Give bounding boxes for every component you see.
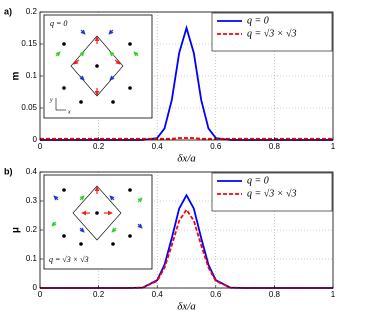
y-tick-label: 0.1 <box>26 254 38 263</box>
x-tick-label: 0.8 <box>269 142 281 151</box>
legend-box <box>211 172 333 212</box>
x-tick-label: 1 <box>331 142 336 151</box>
x-tick-label: 0.4 <box>152 290 164 299</box>
inset-b: q = √3 × √3 <box>43 174 153 270</box>
overlay: 0 0.05 0.1 0.15 0.2 0 0.2 0.4 0.6 0.8 1 q = 0 q = √3… <box>4 6 336 312</box>
legend-box <box>211 12 333 52</box>
inset-label: q = √3 × √3 <box>49 255 89 264</box>
x-axis-label: δx/a <box>177 301 196 313</box>
inset-frame <box>43 14 153 119</box>
legend-label: q = √3 × √3 <box>247 188 296 199</box>
y-tick-label: 0.4 <box>26 167 38 176</box>
inset-axes <box>55 98 66 111</box>
plot-frame <box>39 171 334 289</box>
x-tick-label: 0.2 <box>93 142 105 151</box>
legend-label: q = 0 <box>247 175 269 186</box>
y-tick-label: 0.2 <box>26 7 38 16</box>
spin-arrows <box>51 186 143 233</box>
y-tick-label: 0 <box>33 283 38 292</box>
x-tick-label: 0 <box>38 290 43 299</box>
spin-arrows <box>55 29 139 96</box>
x-tick-label: 0 <box>38 142 43 151</box>
lattice-dots <box>62 42 132 104</box>
x-tick-label: 1 <box>331 290 336 299</box>
x-tick-label: 0.6 <box>210 142 222 151</box>
legend-label: q = √3 × √3 <box>247 28 296 39</box>
y-tick-label: 0.05 <box>21 103 37 112</box>
panel-label: b) <box>4 166 13 176</box>
x-tick-label: 0.8 <box>269 290 281 299</box>
y-tick-label: 0.15 <box>21 39 37 48</box>
plot-frame <box>39 11 334 141</box>
y-axis-label: μ <box>11 227 22 233</box>
y-tick-label: 0 <box>33 135 38 144</box>
x-tick-label: 0.6 <box>210 290 222 299</box>
lattice-dots <box>62 188 132 246</box>
unit-cell <box>72 185 122 241</box>
inset-label: q = 0 <box>50 19 67 28</box>
inset-axis-label: y <box>49 97 53 103</box>
x-tick-label: 0.2 <box>93 290 105 299</box>
x-tick-label: 0.4 <box>152 142 164 151</box>
panel-label: a) <box>4 6 12 16</box>
series-line <box>40 137 333 140</box>
inset-a: q = 0 x y <box>43 14 153 119</box>
y-axis-label: m <box>11 71 22 80</box>
inset-axis-label: x <box>67 109 71 115</box>
y-tick-label: 0.3 <box>26 196 38 205</box>
x-axis-label: δx/a <box>177 153 196 165</box>
y-tick-label: 0.1 <box>26 71 38 80</box>
legend-label: q = 0 <box>247 15 269 26</box>
y-tick-label: 0.2 <box>26 225 38 234</box>
